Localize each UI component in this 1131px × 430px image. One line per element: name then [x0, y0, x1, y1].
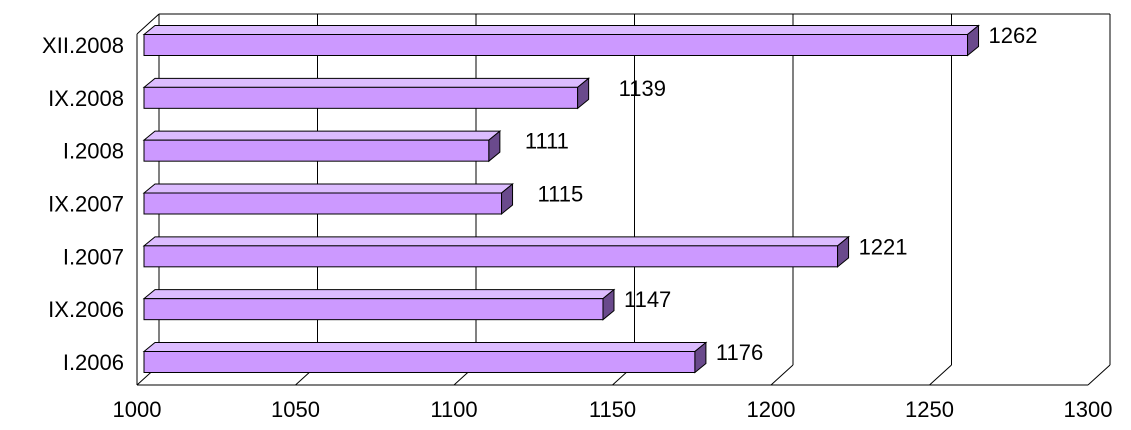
x-tick-label: 1300 [1064, 397, 1113, 422]
category-label: IX.2008 [48, 86, 124, 111]
x-tick-label: 1050 [271, 397, 320, 422]
x-tick-labels: 1000 1050 1100 1150 1200 1250 1300 [113, 397, 1113, 422]
x-tick-label: 1100 [430, 397, 477, 422]
bar-end-face [577, 77, 590, 110]
value-label: 1115 [538, 182, 584, 207]
bar [143, 245, 839, 268]
category-label: I.2008 [63, 139, 124, 164]
bar-end-face [602, 288, 615, 321]
x-tick-label: 1200 [747, 397, 796, 422]
bar [143, 139, 490, 162]
bar-end-face [967, 24, 980, 57]
value-label: 1262 [989, 23, 1038, 48]
x-tick-label: 1250 [905, 397, 954, 422]
bar-top-face [142, 183, 514, 194]
value-label: 1176 [716, 340, 763, 365]
x-tick-label: 1150 [589, 397, 636, 422]
bar-end-face [837, 235, 850, 268]
bar-top-face [142, 25, 980, 35]
category-label: I.2006 [63, 350, 124, 375]
category-label: I.2007 [63, 244, 124, 269]
value-label: 1111 [525, 129, 569, 154]
bar-top-face [142, 342, 708, 352]
bar [143, 351, 696, 373]
value-label: 1147 [624, 287, 671, 312]
bar-end-face [488, 130, 501, 163]
bar [143, 34, 969, 56]
bar-top-face [142, 130, 502, 141]
floor-line-1250 [929, 364, 952, 386]
value-label: 1139 [619, 76, 666, 101]
category-labels: I.2006 IX.2006 I.2007 IX.2007 I.2008 IX.2008 X… [42, 33, 124, 375]
category-label: IX.2006 [48, 297, 124, 322]
value-label: 1221 [859, 234, 908, 259]
bars [142, 24, 980, 374]
side-wall-top-edge [136, 13, 160, 35]
bar [143, 86, 579, 109]
category-label: XII.2008 [42, 33, 124, 58]
floor-line-1300 [1087, 364, 1111, 386]
bar-top-face [142, 289, 616, 300]
bar-top-face [142, 77, 591, 88]
x-tick-label: 1000 [113, 397, 162, 422]
bar-end-face [694, 341, 707, 374]
bar [143, 298, 604, 321]
floor-line-1200 [770, 364, 794, 386]
value-labels: 1176 1147 1221 1115 1111 1139 1262 [525, 23, 1038, 365]
bar [143, 192, 503, 215]
bar-top-face [142, 236, 850, 247]
category-label: IX.2007 [48, 192, 124, 217]
bar-end-face [501, 182, 514, 216]
